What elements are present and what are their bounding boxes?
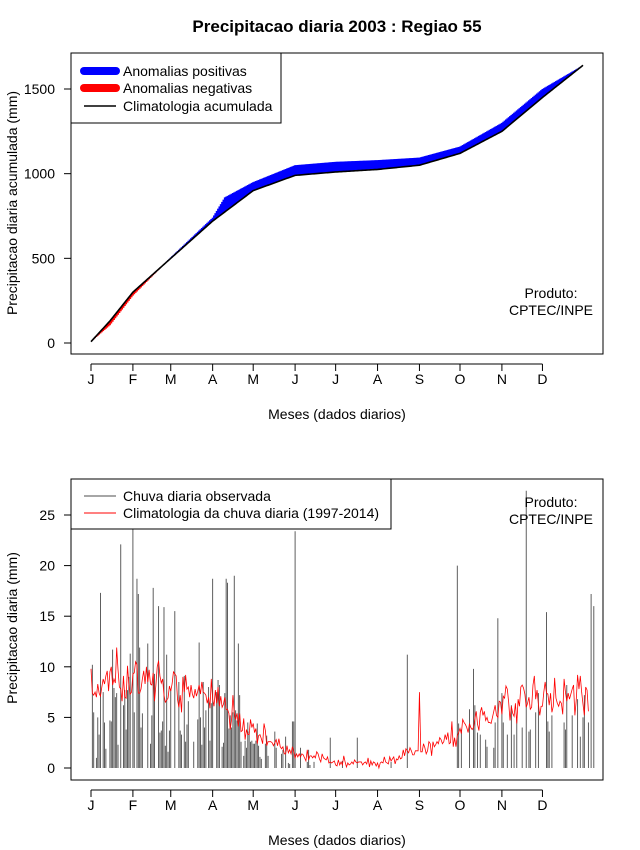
- cumulative-chart: 0 500 1000 1500 J F M A M J J A S O N D Precipitacao d…: [4, 52, 604, 422]
- x-axis-label: Meses (dados diarios): [268, 406, 406, 422]
- x-tick-label: J: [292, 371, 299, 387]
- x-tick-label: D: [537, 371, 547, 387]
- x-tick-label: N: [497, 371, 507, 387]
- x-tick-label: M: [165, 797, 177, 813]
- x-tick-label: A: [208, 797, 218, 813]
- x-tick-label: J: [88, 371, 95, 387]
- climatology-cumulative-line: [90, 64, 584, 343]
- x-tick-label: J: [292, 797, 299, 813]
- x-tick-label: F: [129, 797, 138, 813]
- y-tick-label: 0: [47, 335, 55, 351]
- x-tick-label: O: [455, 797, 466, 813]
- x-tick-label: O: [455, 371, 466, 387]
- x-tick-label: F: [129, 371, 138, 387]
- y-tick-label: 5: [47, 709, 55, 725]
- x-tick-label: A: [373, 797, 383, 813]
- x-tick-label: S: [415, 371, 424, 387]
- y-axis-label: Precipitacao diaria acumulada (mm): [4, 91, 20, 315]
- legend-positive-label: Anomalias positivas: [123, 63, 247, 79]
- product-label: Produto:: [525, 494, 578, 510]
- x-tick-label: M: [247, 371, 259, 387]
- y-tick-label: 25: [39, 507, 55, 523]
- y-axis: 0 5 10 15 20 25: [39, 507, 72, 776]
- x-tick-label: J: [88, 797, 95, 813]
- y-tick-label: 10: [39, 659, 55, 675]
- x-tick-label: A: [208, 371, 218, 387]
- y-axis: 0 500 1000 1500: [24, 81, 72, 351]
- product-label: Produto:: [525, 285, 578, 301]
- x-axis-label: Meses (dados diarios): [268, 832, 406, 848]
- x-tick-label: D: [537, 797, 547, 813]
- daily-climatology-line: [90, 647, 589, 770]
- legend-climatology-label: Climatologia da chuva diaria (1997-2014): [123, 505, 379, 521]
- x-tick-label: J: [332, 797, 339, 813]
- x-tick-label: M: [165, 371, 177, 387]
- legend-box: [70, 478, 392, 530]
- product-source: CPTEC/INPE: [509, 302, 593, 318]
- y-tick-label: 15: [39, 608, 55, 624]
- y-tick-label: 500: [32, 250, 56, 266]
- legend-negative-label: Anomalias negativas: [123, 80, 252, 96]
- anomaly-fills: [91, 66, 583, 341]
- y-tick-label: 0: [47, 760, 55, 776]
- x-tick-label: S: [415, 797, 424, 813]
- y-tick-label: 1000: [24, 166, 55, 182]
- legend: Chuva diaria observada Climatologia da c…: [70, 478, 392, 530]
- y-axis-label: Precipitacao diaria (mm): [4, 552, 20, 704]
- x-tick-label: M: [247, 797, 259, 813]
- y-tick-label: 1500: [24, 81, 55, 97]
- legend-climatology-label: Climatologia acumulada: [123, 98, 273, 114]
- x-tick-label: A: [373, 371, 383, 387]
- x-tick-label: J: [332, 371, 339, 387]
- page-title: Precipitacao diaria 2003 : Regiao 55: [192, 17, 481, 36]
- y-tick-label: 20: [39, 558, 55, 574]
- observed-bars: [91, 490, 595, 768]
- legend-observed-label: Chuva diaria observada: [123, 488, 271, 504]
- daily-chart: 0 5 10 15 20 25 J F M A M J J A S O N D Precipitacao dia…: [4, 478, 604, 848]
- x-tick-label: N: [497, 797, 507, 813]
- product-source: CPTEC/INPE: [509, 511, 593, 527]
- legend: Anomalias positivas Anomalias negativas …: [70, 52, 282, 124]
